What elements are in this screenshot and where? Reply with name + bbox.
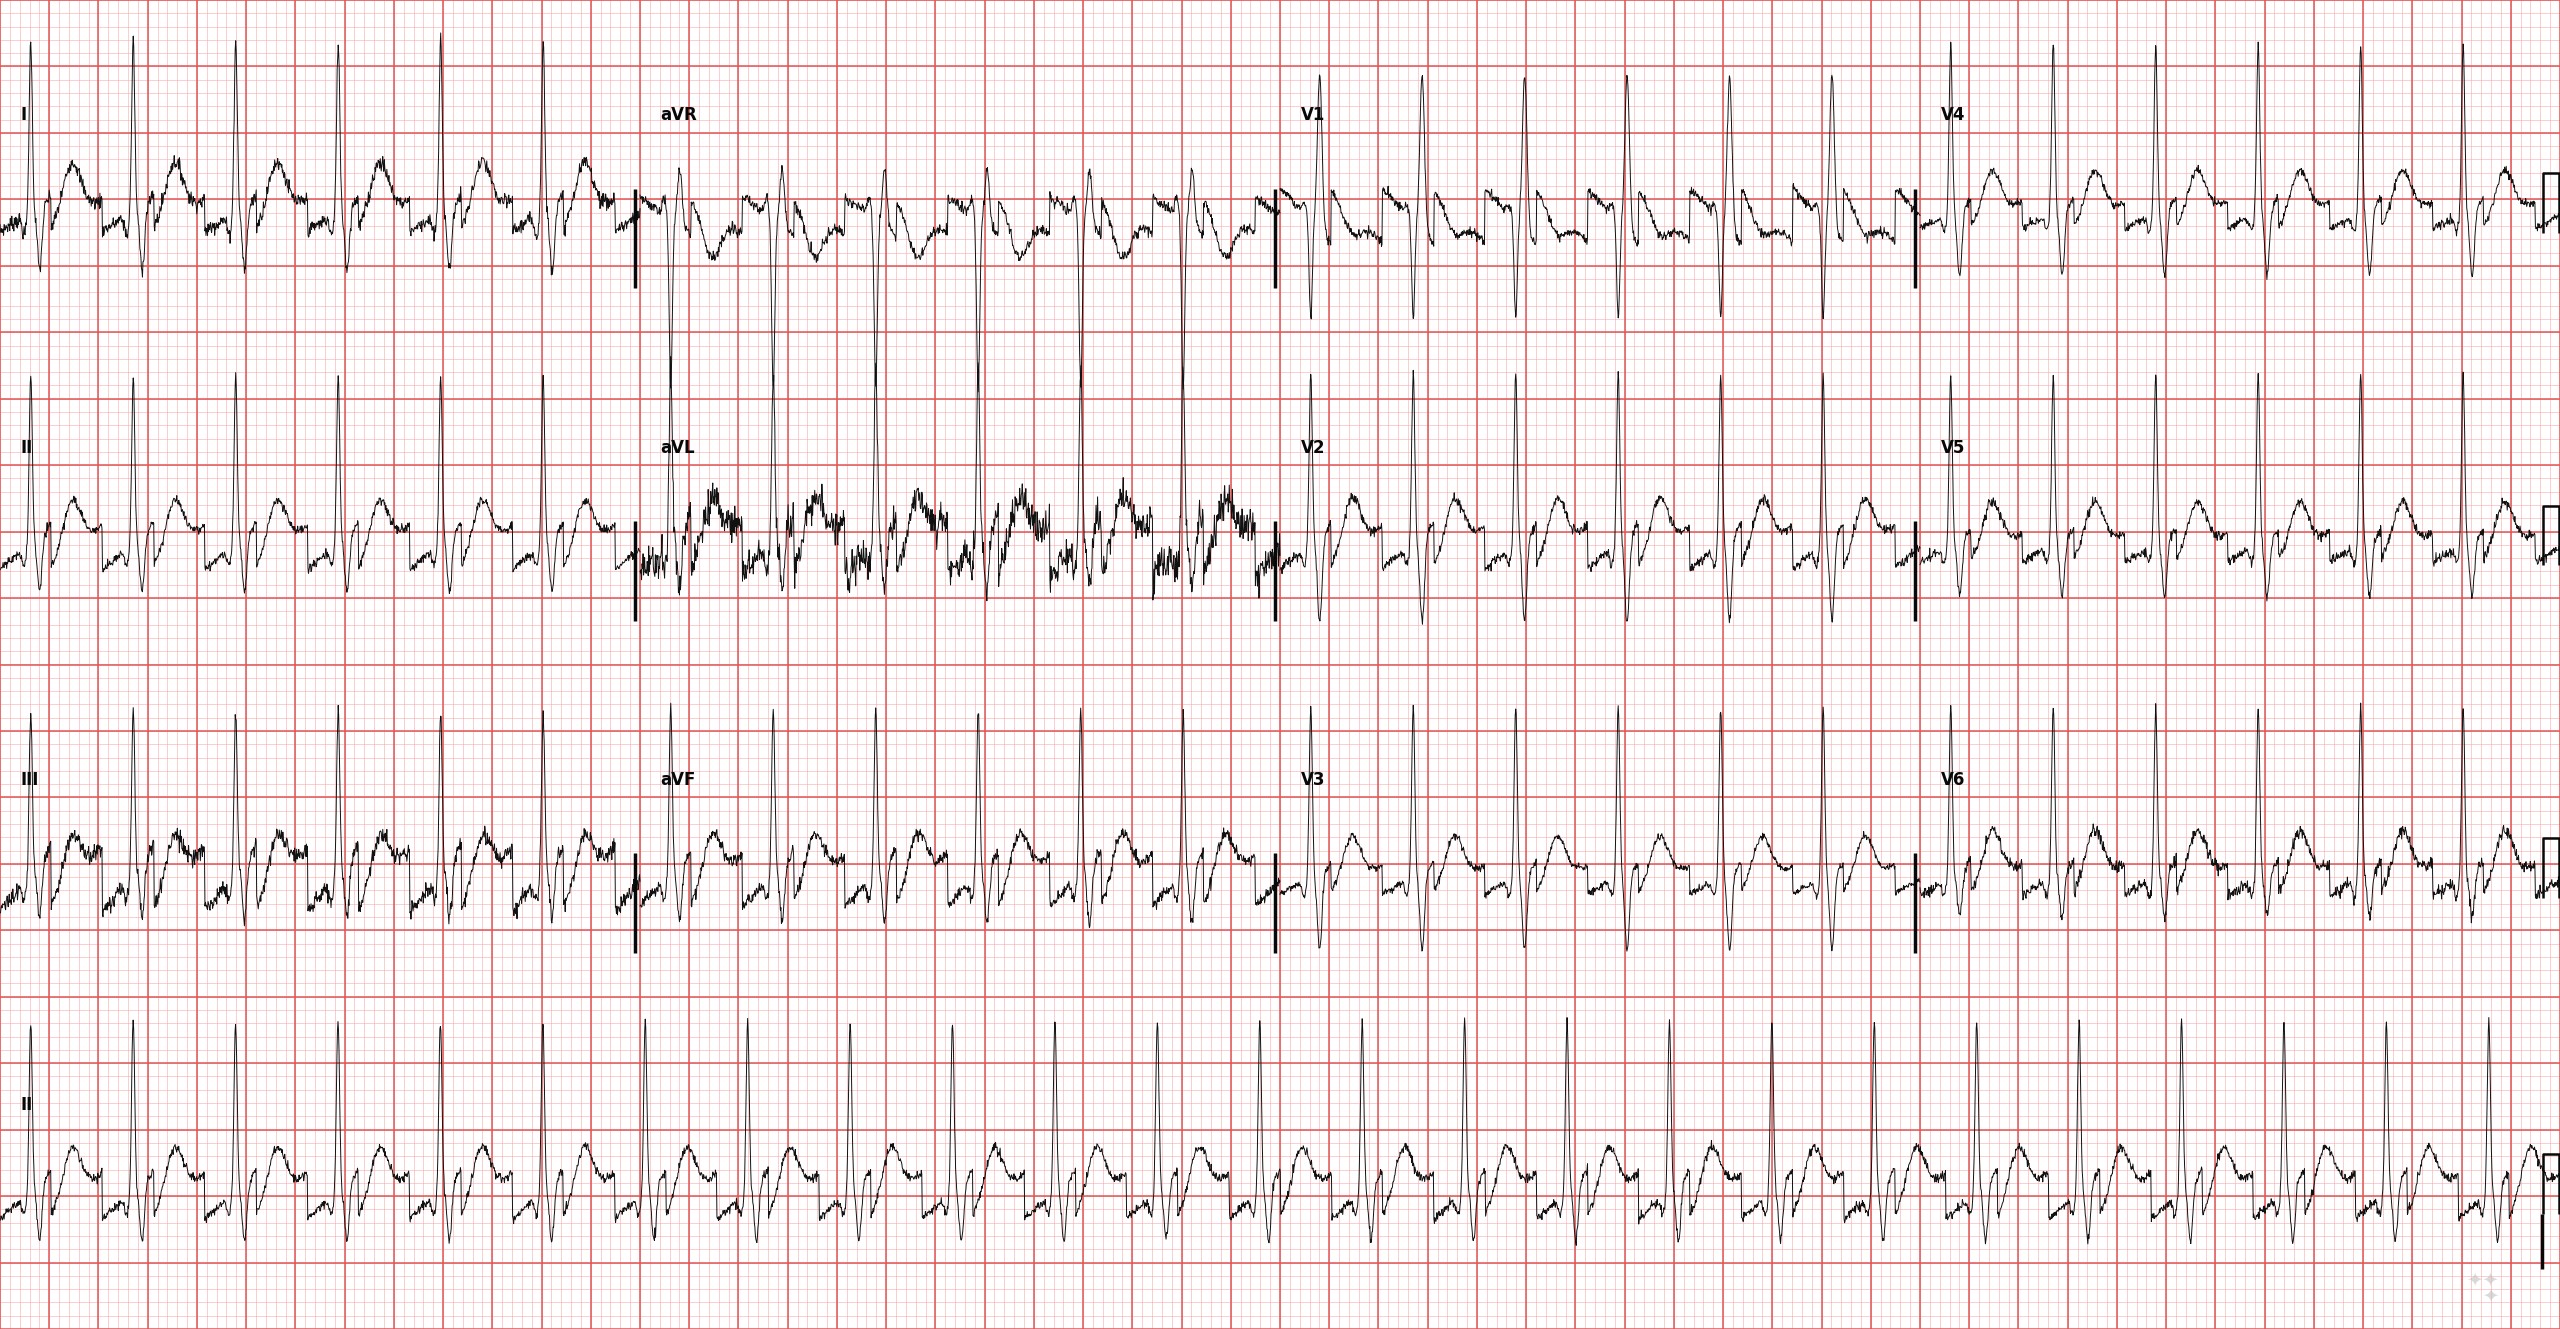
Text: aVF: aVF xyxy=(660,771,696,789)
Text: I: I xyxy=(20,106,26,125)
Text: aVR: aVR xyxy=(660,106,696,125)
Text: ✦✦
✦: ✦✦ ✦ xyxy=(2465,1271,2499,1305)
Text: V1: V1 xyxy=(1300,106,1326,125)
Text: II: II xyxy=(20,439,33,457)
Text: V4: V4 xyxy=(1940,106,1966,125)
Text: aVL: aVL xyxy=(660,439,696,457)
Text: V2: V2 xyxy=(1300,439,1326,457)
Text: III: III xyxy=(20,771,38,789)
Text: V5: V5 xyxy=(1940,439,1966,457)
Text: V6: V6 xyxy=(1940,771,1966,789)
Text: V3: V3 xyxy=(1300,771,1326,789)
Text: II: II xyxy=(20,1096,33,1115)
